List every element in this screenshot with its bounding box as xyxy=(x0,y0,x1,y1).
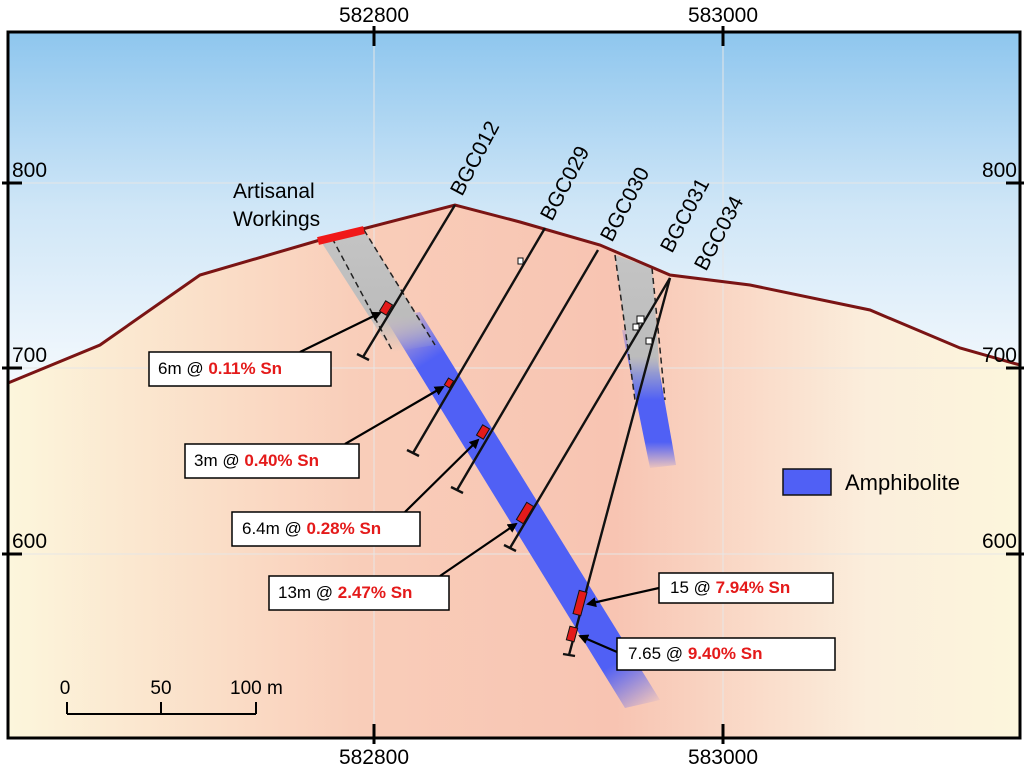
callout: 6m @ 0.11% Sn xyxy=(158,359,282,378)
legend-label: Amphibolite xyxy=(845,470,960,495)
elevation-label: 600 xyxy=(12,530,47,553)
legend-swatch xyxy=(783,469,831,495)
callout: 3m @ 0.40% Sn xyxy=(194,451,319,470)
elevation-label: 700 xyxy=(982,344,1017,367)
scale-label: 100 m xyxy=(230,678,283,699)
easting-label: 582800 xyxy=(339,746,409,769)
easting-label: 583000 xyxy=(688,4,758,27)
easting-label: 582800 xyxy=(339,4,409,27)
annotation: Workings xyxy=(233,208,320,231)
callout: 6.4m @ 0.28% Sn xyxy=(242,519,381,538)
elevation-label: 600 xyxy=(982,530,1017,553)
callout: 13m @ 2.47% Sn xyxy=(278,583,412,602)
elevation-label: 800 xyxy=(982,159,1017,182)
annotation: Artisanal xyxy=(233,180,315,203)
callout: 15 @ 7.94% Sn xyxy=(670,578,790,597)
scale-label: 50 xyxy=(150,678,171,699)
easting-label: 583000 xyxy=(688,746,758,769)
callout: 7.65 @ 9.40% Sn xyxy=(628,644,762,663)
scale-label: 0 xyxy=(60,678,71,699)
elevation-label: 800 xyxy=(12,159,47,182)
elevation-label: 700 xyxy=(12,344,47,367)
cross-section: BGC012 BGC029 BGC030 BGC031 BGC034 Artis… xyxy=(0,0,1026,773)
